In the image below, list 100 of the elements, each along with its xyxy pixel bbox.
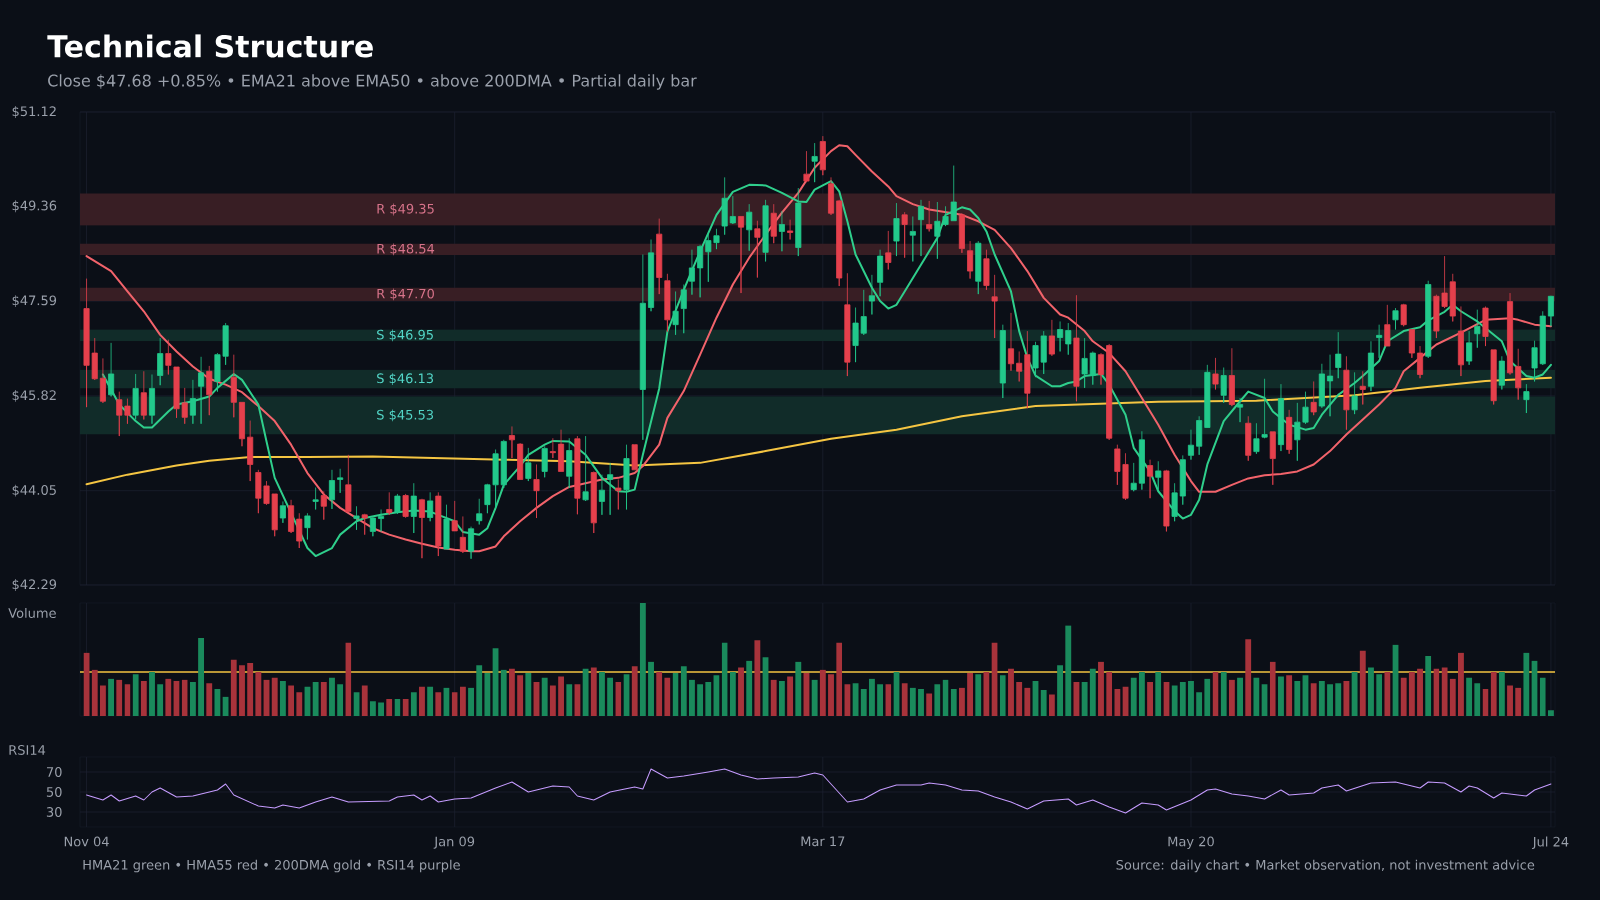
bar: [1245, 639, 1252, 716]
chart-subtitle: Close $47.68 +0.85% • EMA21 above EMA50 • above 200DMA • Partial daily bar: [48, 74, 697, 90]
bar: [1466, 677, 1473, 716]
candlestick: [1367, 340, 1374, 392]
bar: [1188, 680, 1194, 716]
bar: [140, 680, 147, 716]
candlestick: [369, 516, 376, 537]
bar: [639, 603, 646, 716]
bar: [435, 692, 442, 716]
bar: [1089, 668, 1096, 716]
bar: [1081, 682, 1088, 716]
candlestick: [1171, 482, 1178, 522]
bar: [312, 682, 319, 716]
bar: [1130, 677, 1137, 716]
candlestick: [1310, 381, 1317, 416]
bar: [1490, 671, 1497, 716]
bar: [738, 667, 744, 716]
candlestick: [1498, 355, 1505, 390]
bar: [1507, 685, 1513, 716]
candlestick: [917, 199, 925, 257]
bar: [1408, 671, 1415, 716]
candlestick: [189, 379, 196, 425]
bar: [1024, 687, 1031, 716]
candlestick: [1359, 370, 1366, 405]
candlestick: [1490, 349, 1497, 405]
candlestick: [1318, 363, 1325, 409]
candlestick: [1425, 280, 1432, 359]
bar: [958, 687, 965, 716]
candlestick: [1057, 321, 1064, 352]
candlestick: [517, 442, 524, 480]
candlestick: [827, 176, 835, 216]
candlestick: [1204, 364, 1211, 428]
candlestick: [1097, 352, 1104, 386]
bar: [459, 686, 466, 716]
candlestick: [1007, 312, 1015, 372]
candlestick: [1384, 304, 1391, 347]
bar: [1065, 625, 1072, 716]
y-tick-label: 30: [46, 807, 62, 817]
bar: [860, 688, 867, 716]
candlestick: [787, 219, 794, 240]
candlestick: [549, 437, 556, 459]
candlestick: [345, 454, 352, 513]
bar: [901, 683, 908, 716]
candlestick: [410, 482, 417, 534]
candlestick: [1376, 324, 1383, 359]
bar: [909, 687, 916, 716]
bar: [369, 701, 376, 716]
bar: [541, 677, 548, 716]
bar: [1237, 677, 1243, 716]
candlestick: [247, 420, 254, 482]
candlestick: [1187, 429, 1194, 461]
candlestick: [1408, 329, 1415, 359]
bar: [599, 671, 605, 716]
candlestick: [353, 505, 360, 531]
bar: [1515, 687, 1522, 716]
candlestick: [1065, 322, 1072, 356]
candlestick: [1261, 378, 1268, 439]
bar: [549, 685, 556, 716]
candlestick: [762, 199, 769, 262]
candlestick: [746, 203, 753, 252]
candlestick: [394, 493, 401, 515]
bar: [950, 688, 957, 716]
candlestick: [664, 273, 671, 333]
bar: [967, 673, 974, 716]
bar: [402, 699, 409, 716]
bar: [1196, 692, 1203, 716]
bar: [525, 673, 532, 716]
candlestick: [459, 516, 466, 554]
candlestick: [754, 220, 761, 278]
bar: [852, 683, 859, 716]
candlestick: [1163, 469, 1170, 532]
candlestick: [844, 272, 851, 377]
candlestick: [1277, 383, 1284, 452]
bar: [828, 674, 834, 716]
candlestick: [1081, 337, 1088, 389]
candlestick: [1515, 348, 1522, 401]
candlestick: [99, 358, 106, 404]
bar: [705, 682, 712, 716]
candlestick: [688, 249, 695, 296]
bar: [337, 684, 344, 716]
bar: [787, 676, 794, 716]
bar: [361, 685, 368, 716]
candlestick: [999, 324, 1006, 399]
bar: [427, 686, 434, 716]
bar: [631, 666, 638, 716]
bar: [1138, 671, 1145, 716]
bar: [1155, 671, 1162, 716]
candlestick: [1400, 303, 1407, 327]
candlestick: [909, 216, 916, 262]
bar: [607, 677, 614, 716]
candlestick: [1351, 371, 1358, 415]
bar: [1547, 710, 1554, 716]
bar: [1253, 677, 1260, 716]
candlestick: [656, 218, 663, 295]
candlestick: [500, 439, 507, 489]
bar: [386, 699, 393, 716]
bar: [1458, 652, 1464, 716]
bar: [1400, 677, 1407, 716]
bar: [1359, 650, 1366, 716]
candlestick: [1179, 454, 1186, 506]
